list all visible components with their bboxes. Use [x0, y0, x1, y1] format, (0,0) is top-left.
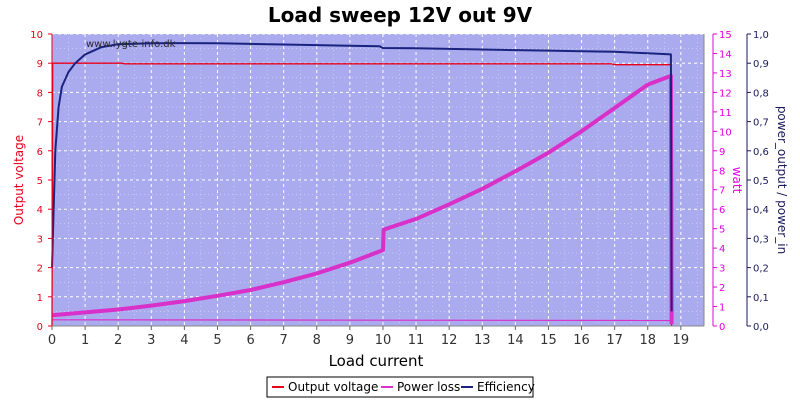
x-tick-label: 11 [408, 333, 425, 348]
y-right2-tick-label: 0,4 [753, 205, 769, 216]
y-right1-tick-label: 13 [719, 69, 732, 80]
y-right2-tick-label: 1,0 [753, 30, 769, 41]
y-right2-tick-label: 0,1 [753, 293, 769, 304]
y-left-tick-label: 4 [37, 205, 43, 216]
x-tick-label: 13 [474, 333, 491, 348]
x-tick-label: 17 [606, 333, 623, 348]
y-right2-tick-label: 0,0 [753, 322, 769, 333]
y-right1-tick-label: 4 [719, 244, 725, 255]
x-tick-label: 8 [313, 333, 321, 348]
series-power-loss [51, 73, 674, 325]
x-tick-label: 6 [246, 333, 254, 348]
series-layer [51, 42, 674, 327]
y-right2-tick-label: 0,8 [753, 88, 769, 99]
y-right2-tick-label: 0,3 [753, 234, 769, 245]
y-right1-tick-label: 11 [719, 108, 732, 119]
y-left-tick-label: 2 [37, 264, 43, 275]
y-right1-tick-label: 0 [719, 322, 725, 333]
legend-label-power-loss: Power loss [397, 380, 460, 394]
x-tick-label: 0 [48, 333, 56, 348]
x-tick-label: 15 [540, 333, 557, 348]
y-right2-tick-label: 0,6 [753, 147, 769, 158]
y-axis-right2-label: power_output / power_in [775, 106, 789, 254]
y-right1-tick-label: 8 [719, 166, 725, 177]
grid [51, 33, 704, 327]
x-tick-label: 2 [114, 333, 122, 348]
chart-title: Load sweep 12V out 9V [268, 3, 533, 27]
y-right1-tick-label: 12 [719, 88, 732, 99]
y-axis-left-label: Output voltage [12, 135, 26, 225]
x-tick-label: 7 [280, 333, 288, 348]
y-right1-tick-label: 5 [719, 225, 725, 236]
x-tick-label: 4 [180, 333, 188, 348]
y-left-tick-label: 8 [37, 88, 43, 99]
legend: Output voltage Power loss Efficiency [266, 376, 535, 398]
y-right1-tick-label: 14 [719, 49, 732, 60]
y-right1-tick-label: 10 [719, 127, 732, 138]
x-tick-label: 18 [639, 333, 656, 348]
series-power-loss-baseline [51, 319, 671, 322]
y-right1-tick-label: 1 [719, 303, 725, 314]
legend-box [266, 376, 534, 398]
y-left-tick-label: 6 [37, 147, 43, 158]
series-efficiency [51, 42, 673, 312]
y-left-tick-label: 0 [37, 322, 43, 333]
y-left-tick-label: 10 [30, 30, 43, 41]
y-left-tick-label: 5 [37, 176, 43, 187]
y-right2-tick-label: 0,9 [753, 59, 769, 70]
y-right1-tick-label: 15 [719, 30, 732, 41]
axes: 0 1 2 3 4 5 6 7 8 9 10 11 12 13 14 15 16 17 18 190123456789… [30, 30, 769, 348]
x-tick-label: 16 [573, 333, 590, 348]
x-tick-label: 19 [673, 333, 690, 348]
y-right2-tick-label: 0,5 [753, 176, 769, 187]
y-left-tick-label: 7 [37, 118, 43, 129]
y-axis-right1-label: watt [730, 167, 744, 194]
y-right1-tick-label: 6 [719, 205, 725, 216]
x-tick-label: 3 [147, 333, 155, 348]
watermark: www.lygte-info.dk [86, 39, 176, 50]
x-tick-label: 5 [213, 333, 221, 348]
legend-label-efficiency: Efficiency [477, 380, 535, 394]
y-left-tick-label: 1 [37, 293, 43, 304]
y-right1-tick-label: 2 [719, 283, 725, 294]
y-right2-tick-label: 0,2 [753, 264, 769, 275]
y-left-tick-label: 3 [37, 234, 43, 245]
y-right1-tick-label: 9 [719, 147, 725, 158]
y-right2-tick-label: 0,7 [753, 118, 769, 129]
legend-label-voltage: Output voltage [288, 380, 378, 394]
x-tick-label: 9 [346, 333, 354, 348]
x-tick-label: 12 [441, 333, 458, 348]
x-tick-label: 1 [81, 333, 89, 348]
x-tick-label: 14 [507, 333, 524, 348]
x-tick-label: 10 [375, 333, 392, 348]
y-right1-tick-label: 7 [719, 186, 725, 197]
series-output-voltage [51, 62, 673, 327]
plot-area: www.lygte-info.dk [51, 33, 704, 327]
y-right1-tick-label: 3 [719, 264, 725, 275]
x-axis-label: Load current [329, 352, 424, 370]
y-left-tick-label: 9 [37, 59, 43, 70]
